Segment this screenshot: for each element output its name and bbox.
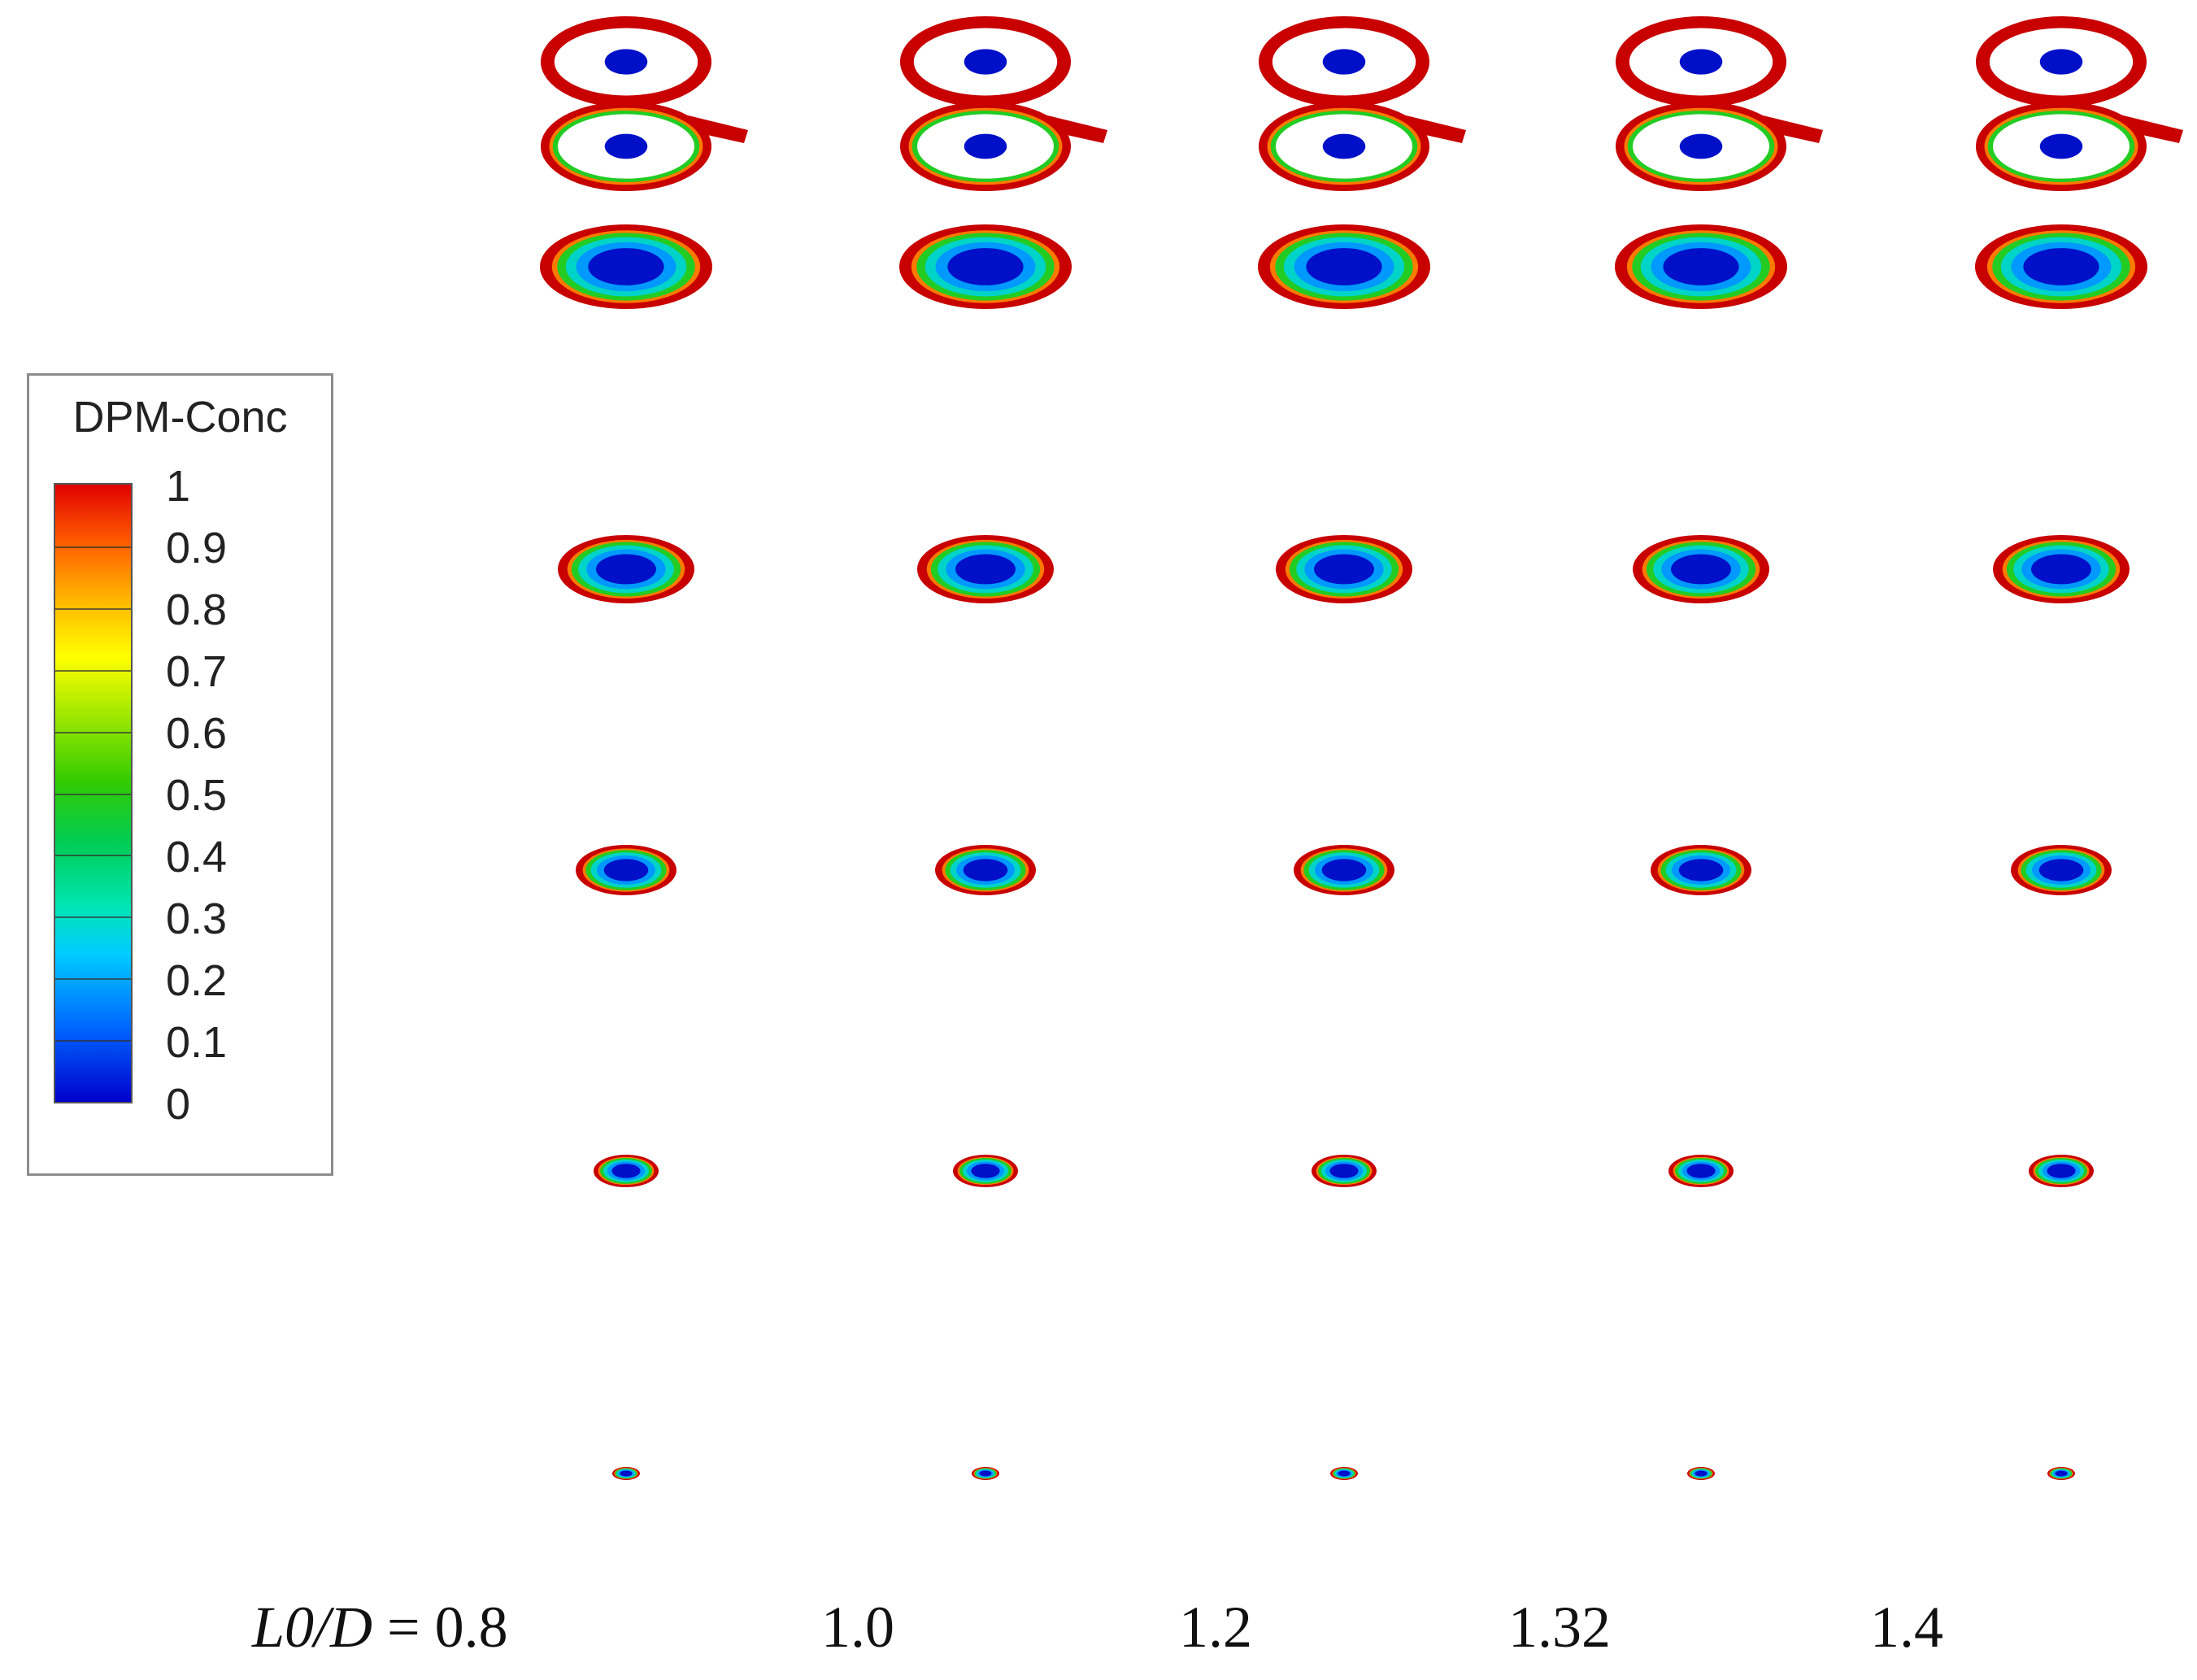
cross-ring-col4-core bbox=[1679, 133, 1723, 159]
section-z5-col4-layer bbox=[1695, 1470, 1708, 1477]
color-legend: DPM-Conc 1 0.9 0.8 0.7 0.6 0.5 0.4 0.3 0… bbox=[27, 373, 333, 1176]
inlet-ring-col4-core bbox=[1679, 49, 1723, 75]
cross-ring-col3-core bbox=[1322, 133, 1366, 159]
inlet-ring-col3-core bbox=[1322, 49, 1366, 75]
section-z4-col3-layer bbox=[1329, 1164, 1359, 1178]
column-label-2: 1.0 bbox=[821, 1595, 894, 1660]
section-z3-col5-layer bbox=[2038, 859, 2084, 881]
section-z1-col5-layer bbox=[2023, 248, 2099, 285]
section-z2-col4-layer bbox=[1671, 554, 1731, 585]
column-label-3: 1.2 bbox=[1179, 1595, 1252, 1660]
section-z1-col1-layer bbox=[588, 248, 664, 285]
section-z3-col4-layer bbox=[1678, 859, 1724, 881]
legend-tick: 0.8 bbox=[166, 585, 228, 634]
column-label-1: L0/D = 0.8 bbox=[252, 1595, 508, 1660]
section-z3-col3-layer bbox=[1321, 859, 1367, 881]
section-z1-col4-layer bbox=[1663, 248, 1739, 285]
section-z5-col5-layer bbox=[2055, 1470, 2068, 1477]
legend-tick: 0.3 bbox=[166, 894, 228, 943]
section-z4-col2-layer bbox=[971, 1164, 1000, 1178]
legend-tick: 1 bbox=[166, 462, 191, 511]
section-z2-col2-layer bbox=[955, 554, 1016, 585]
section-z3-col2-layer bbox=[963, 859, 1008, 881]
inlet-ring-col1-core bbox=[604, 49, 648, 75]
section-z2-col3-layer bbox=[1314, 554, 1374, 585]
section-z5-col3-layer bbox=[1338, 1470, 1351, 1477]
column-label-5: 1.4 bbox=[1870, 1595, 1943, 1660]
cross-ring-col2-core bbox=[964, 133, 1007, 159]
section-z4-col1-layer bbox=[611, 1164, 641, 1178]
legend-tick: 0.7 bbox=[166, 647, 228, 696]
section-z4-col5-layer bbox=[2047, 1164, 2076, 1178]
section-z3-col1-layer bbox=[603, 859, 649, 881]
colorbar bbox=[54, 483, 133, 1103]
legend-tick: 0.4 bbox=[166, 833, 228, 881]
section-z1-col3-layer bbox=[1306, 248, 1382, 285]
inlet-ring-col2-core bbox=[964, 49, 1007, 75]
legend-tick: 0.1 bbox=[166, 1018, 228, 1067]
section-z1-col2-layer bbox=[947, 248, 1024, 285]
section-z2-col1-layer bbox=[596, 554, 656, 585]
column-label-4: 1.32 bbox=[1508, 1595, 1611, 1660]
inlet-ring-col5-core bbox=[2039, 49, 2083, 75]
section-z5-col1-layer bbox=[620, 1470, 633, 1477]
section-z5-col2-layer bbox=[979, 1470, 992, 1477]
legend-tick: 0.6 bbox=[166, 709, 228, 758]
legend-tick: 0.5 bbox=[166, 771, 228, 820]
legend-tick: 0.9 bbox=[166, 524, 228, 572]
section-z2-col5-layer bbox=[2031, 554, 2091, 585]
legend-tick: 0 bbox=[166, 1080, 191, 1129]
cross-ring-col1-core bbox=[604, 133, 648, 159]
cross-ring-col5-core bbox=[2039, 133, 2083, 159]
legend-tick: 0.2 bbox=[166, 956, 228, 1005]
legend-title: DPM-Conc bbox=[72, 393, 288, 442]
section-z4-col4-layer bbox=[1686, 1164, 1716, 1178]
